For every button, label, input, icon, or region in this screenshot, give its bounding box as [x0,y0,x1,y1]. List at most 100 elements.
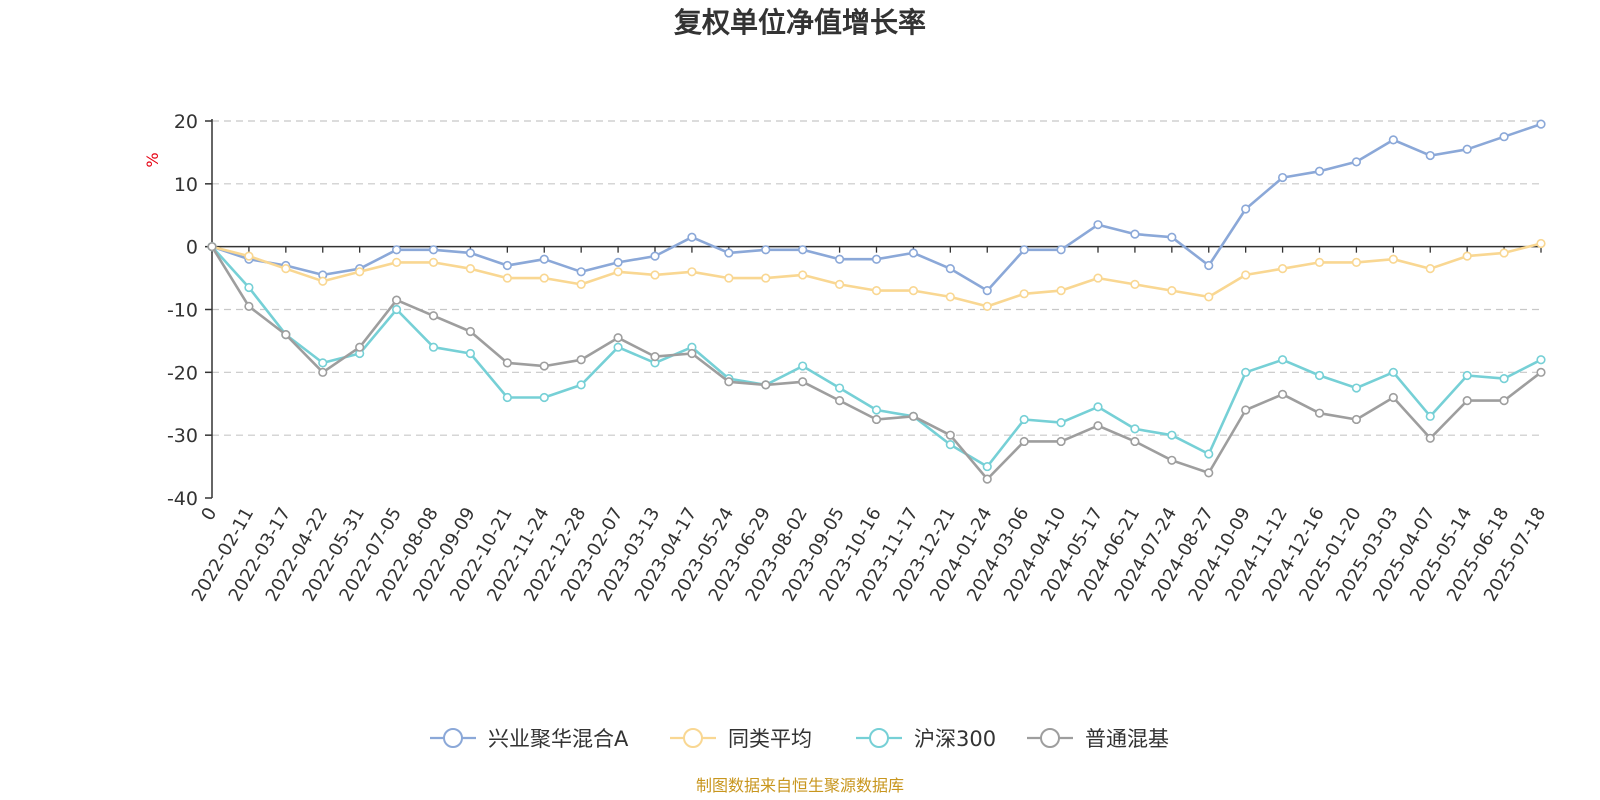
data-point [982,474,992,484]
data-point [1314,166,1325,176]
data-point [687,267,697,277]
data-point [1277,355,1288,365]
data-point [1499,396,1509,406]
data-point [281,264,291,274]
data-point [1462,144,1472,154]
data-point [982,286,992,296]
data-point [798,361,808,371]
y-tick-label: 10 [174,174,198,196]
legend-marker [443,728,463,748]
data-point [1314,257,1325,267]
data-point [1130,229,1140,239]
data-point [318,276,328,286]
legend-label: 兴业聚华混合A [488,727,629,751]
source-note: 制图数据来自恒生聚源数据库 [696,776,904,795]
data-point [1536,238,1546,249]
data-point [1204,260,1214,271]
data-point [428,311,439,321]
data-point [391,245,402,255]
data-point [502,392,512,403]
data-point [355,267,365,277]
data-point [1425,411,1435,421]
data-point [318,358,328,368]
legend-item[interactable]: 普通混基 [1027,727,1169,751]
data-point [1093,273,1103,283]
y-tick-label: -30 [167,425,198,447]
series-group [207,119,1546,296]
data-point [724,273,734,283]
data-point [1204,468,1214,478]
data-point [1130,436,1140,447]
legend-item[interactable]: 兴业聚华混合A [430,727,629,751]
y-tick-label: -20 [167,362,198,384]
data-point [1130,279,1140,289]
data-point [650,251,660,261]
data-point [945,292,955,302]
y-axis-unit: % [143,152,162,167]
data-point [1241,405,1251,415]
data-point [871,254,882,264]
axes [211,119,1542,498]
data-point [1130,424,1140,434]
data-point [834,254,845,264]
data-point [539,361,549,371]
data-point [1204,449,1214,459]
data-point [650,270,660,280]
data-point [502,273,512,283]
data-point [1425,264,1435,274]
data-point [1056,418,1066,428]
data-point [1204,292,1214,302]
data-point [576,267,586,277]
data-point [355,342,365,352]
data-point [391,295,402,305]
data-point [613,342,623,352]
data-point [761,380,771,390]
data-point [982,461,992,472]
data-point [613,267,623,277]
data-point [428,342,439,352]
data-point [871,405,882,415]
legend-label: 同类平均 [728,727,812,751]
data-point [244,282,254,293]
data-point [1093,402,1103,412]
legend-marker [1040,728,1060,748]
data-point [798,245,808,255]
data-point [1536,119,1546,129]
data-point [687,348,697,359]
data-point [465,348,476,359]
data-point [539,254,549,264]
data-point [1056,286,1066,296]
data-point [908,248,919,258]
data-point [207,242,217,252]
data-point [465,326,476,337]
data-point [465,264,476,274]
data-point [1277,389,1288,399]
data-point [834,396,845,406]
data-point [1093,220,1103,230]
legend-marker [869,728,889,748]
data-point [1351,414,1362,425]
legend-label: 普通混基 [1085,727,1169,751]
x-tick-label: 0 [197,504,221,524]
data-point [576,355,586,365]
data-point [945,430,955,440]
data-point [650,352,660,362]
series-group [207,242,1546,484]
data-point [982,301,992,311]
grid-lines [205,120,1541,499]
data-point [1241,270,1251,280]
legend-item[interactable]: 同类平均 [670,727,812,751]
data-point [1388,135,1398,145]
legend-marker [683,728,703,748]
legend-item[interactable]: 沪深300 [856,727,996,751]
data-point [1388,367,1398,377]
data-point [502,260,512,271]
x-tick-labels: 02022-02-112022-03-172022-04-222022-05-3… [188,504,1551,605]
data-point [391,304,402,315]
series-lines [207,119,1546,484]
data-point [281,330,291,340]
data-point [539,392,549,403]
data-point [1462,251,1472,261]
data-point [1462,396,1472,406]
legend: 兴业聚华混合A 同类平均 沪深300 普通混基 [430,727,1169,751]
